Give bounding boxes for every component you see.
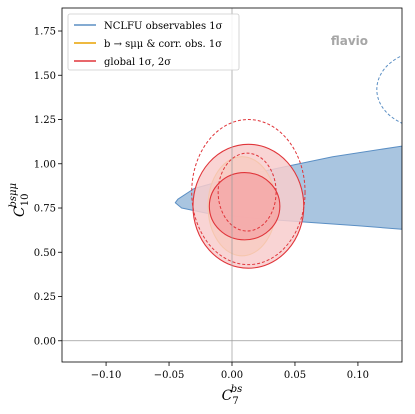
- legend-label-nclfu: NCLFU observables 1σ: [104, 21, 223, 32]
- y-tick-label: 1.25: [34, 115, 56, 126]
- legend-label-bsmumu: b → sμμ & corr. obs. 1σ: [104, 39, 222, 50]
- global-2-dashed-contour: [191, 119, 306, 266]
- y-tick-label: 0.50: [34, 248, 56, 259]
- x-tick-label: 0.05: [284, 370, 306, 381]
- y-tick-label: 0.75: [34, 204, 56, 215]
- y-tick-label: 1.75: [34, 27, 56, 38]
- x-tick-label: −0.10: [91, 370, 122, 381]
- y-tick-label: 1.50: [34, 71, 56, 82]
- legend-box: [67, 13, 240, 71]
- y-tick-label: 0.25: [34, 292, 56, 303]
- plot-frame: [61, 7, 403, 363]
- y-tick-label: 0.00: [34, 336, 56, 347]
- x-tick-label: −0.05: [154, 370, 185, 381]
- nclfu-2-dashed-partial-contour: [376, 55, 402, 124]
- global-1-dashed-contour: [217, 152, 277, 232]
- x-tick-label: 0.00: [221, 370, 243, 381]
- legend: NCLFU observables 1σ b → sμμ & corr. obs…: [67, 13, 240, 71]
- y-tick-label: 1.00: [34, 159, 56, 170]
- flavio-watermark: flavio: [331, 34, 368, 48]
- x-tick-label: 0.10: [347, 370, 369, 381]
- y-axis-label: C10bsμμ: [8, 183, 31, 217]
- x-axis-label: C7bs: [222, 384, 243, 407]
- legend-label-global: global 1σ, 2σ: [104, 57, 171, 68]
- global-1-region: [208, 172, 281, 241]
